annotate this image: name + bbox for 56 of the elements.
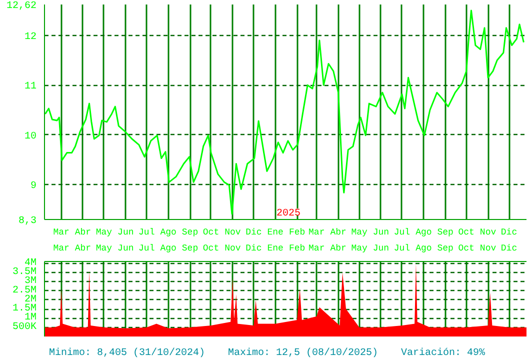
x-tick-label: Nov	[224, 244, 242, 254]
x-tick-label: Jun	[118, 244, 134, 254]
x-tick-label: Mar	[53, 244, 70, 254]
x-tick-label: Sep	[437, 228, 454, 238]
x-tick-label: Oct	[202, 228, 220, 238]
x-tick-label: Dic	[500, 244, 518, 254]
x-tick-label: Abr	[74, 228, 92, 238]
x-tick-label: Sep	[182, 228, 198, 238]
y-tick-label: 8,3	[18, 216, 37, 227]
x-tick-label: Jul	[394, 228, 410, 238]
y-tick-label: 11	[24, 82, 37, 93]
x-tick-label: Feb	[288, 228, 306, 238]
y-tick-label: 500K	[12, 322, 37, 333]
annotation: 2025	[276, 208, 301, 220]
x-tick-label: Jun	[372, 244, 390, 254]
y-tick-label: 12	[24, 32, 37, 43]
x-tick-label: Jul	[138, 228, 155, 238]
x-tick-label: Oct	[202, 244, 220, 254]
x-tick-label: May	[351, 244, 368, 254]
y-tick-label: 10	[24, 131, 37, 142]
x-tick-label: Ene	[267, 244, 284, 254]
x-tick-label: Nov	[224, 228, 242, 238]
x-tick-label: Ago	[416, 244, 432, 254]
x-tick-label: Jun	[118, 228, 134, 238]
text: Variación: 49%	[400, 347, 485, 360]
x-tick-label: Ene	[267, 228, 284, 238]
x-tick-label: Nov	[480, 228, 497, 238]
x-tick-label: Mar	[53, 228, 70, 238]
x-tick-label: Ago	[416, 228, 432, 238]
x-tick-label: May	[96, 244, 113, 254]
x-tick-label: Abr	[74, 244, 92, 254]
y-tick-label: 9	[30, 181, 37, 192]
x-tick-label: Feb	[288, 244, 306, 254]
x-tick-label: Abr	[330, 228, 346, 238]
x-tick-label: Abr	[330, 244, 346, 254]
x-tick-label: Ago	[160, 228, 176, 238]
x-tick-label: Oct	[458, 244, 474, 254]
line-series	[44, 10, 524, 215]
x-tick-label: Nov	[480, 244, 497, 254]
x-tick-label: Jun	[372, 228, 390, 238]
x-tick-label: Mar	[308, 228, 325, 238]
x-tick-label: Sep	[182, 244, 198, 254]
x-tick-label: Mar	[308, 244, 325, 254]
x-tick-label: May	[351, 228, 368, 238]
x-tick-label: Oct	[458, 228, 474, 238]
text: Maximo: 12,5 (08/10/2025)	[228, 347, 378, 360]
y-tick-label: 12,62	[6, 1, 37, 12]
x-tick-label: Dic	[246, 244, 262, 254]
x-tick-label: Jul	[138, 244, 155, 254]
x-tick-label: Ago	[160, 244, 176, 254]
x-tick-label: Jul	[394, 244, 410, 254]
x-tick-label: Sep	[437, 244, 454, 254]
x-tick-label: Dic	[246, 228, 262, 238]
x-tick-label: May	[96, 228, 113, 238]
x-tick-label: Dic	[500, 228, 518, 238]
text: Minimo: 8,405 (31/10/2024)	[49, 347, 206, 360]
